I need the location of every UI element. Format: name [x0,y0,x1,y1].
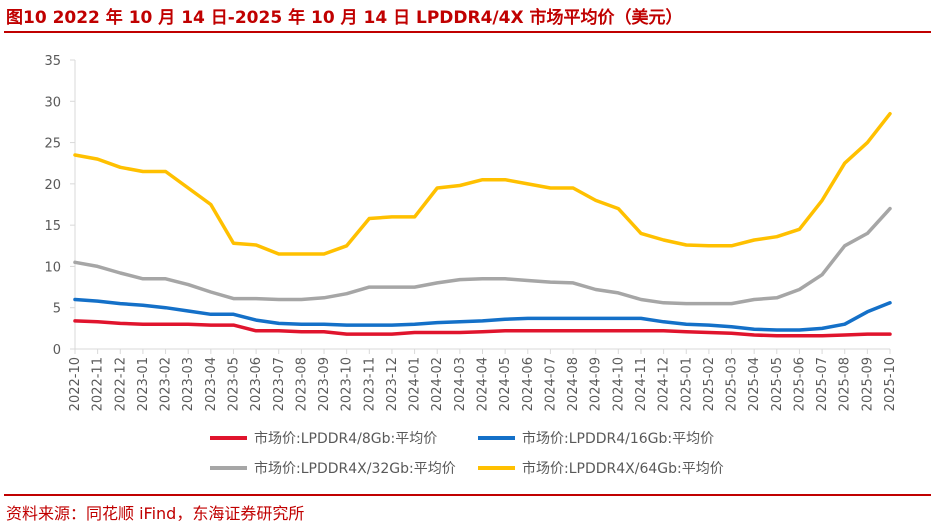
x-tick-label: 2022-11 [91,357,106,411]
legend-label-0: 市场价:LPDDR4/8Gb:平均价 [254,430,437,447]
x-tick-label: 2025-09 [860,357,875,411]
legend-label-3: 市场价:LPDDR4X/64Gb:平均价 [522,460,724,477]
x-tick-label: 2025-06 [792,357,807,411]
legend-label-2: 市场价:LPDDR4X/32Gb:平均价 [254,460,456,477]
x-tick-label: 2023-02 [159,357,174,411]
x-tick-label: 2024-12 [657,357,672,411]
x-tick-label: 2024-01 [408,357,423,411]
x-tick-label: 2024-02 [430,357,445,411]
y-tick-label: 10 [44,260,61,275]
x-tick-label: 2025-05 [770,357,785,411]
y-tick-label: 35 [44,54,61,69]
source-divider [4,494,931,496]
series-line-0 [73,319,892,338]
series-line-2 [73,206,892,306]
series-line-3 [73,111,892,256]
source-note: 资料来源：同花顺 iFind，东海证券研究所 [6,504,305,523]
x-tick-label: 2023-01 [136,357,151,411]
series-line-1 [73,297,892,332]
x-tick-label: 2023-10 [340,357,355,411]
x-tick-label: 2024-10 [611,357,626,411]
x-tick-label: 2023-04 [204,357,219,411]
y-tick-label: 20 [44,178,61,193]
x-tick-label: 2024-11 [634,357,649,411]
x-axis: 2022-10 2022-11 2022-12 2023-01 2023-02 2023-… [68,348,898,411]
line-chart: 0 5 10 15 20 25 30 35 2022-10 2022-11 2022-12 2023… [44,54,898,477]
x-tick-label: 2023-06 [249,357,264,411]
x-tick-label: 2025-01 [679,357,694,411]
x-tick-label: 2024-07 [543,357,558,411]
x-tick-label: 2024-08 [566,357,581,411]
x-tick-label: 2023-12 [385,357,400,411]
x-tick-label: 2025-08 [838,357,853,411]
y-tick-label: 30 [44,95,61,110]
x-tick-label: 2022-12 [113,357,128,411]
x-tick-label: 2023-09 [317,357,332,411]
y-tick-label: 15 [44,219,61,234]
x-tick-label: 2025-10 [883,357,898,411]
x-tick-label: 2025-07 [815,357,830,411]
x-tick-label: 2022-10 [68,357,83,411]
x-tick-label: 2024-03 [453,357,468,411]
y-tick-label: 5 [53,302,61,317]
x-tick-label: 2023-11 [362,357,377,411]
title-divider [4,31,931,33]
x-tick-label: 2023-03 [181,357,196,411]
y-axis: 0 5 10 15 20 25 30 35 [44,54,76,358]
y-tick-label: 0 [53,343,61,358]
x-tick-label: 2023-08 [294,357,309,411]
y-tick-label: 25 [44,137,61,152]
x-tick-label: 2024-05 [498,357,513,411]
legend: 市场价:LPDDR4/8Gb:平均价 市场价:LPDDR4/16Gb:平均价市场价… [210,430,724,477]
x-tick-label: 2023-05 [226,357,241,411]
x-tick-label: 2024-04 [476,357,491,411]
x-tick-label: 2024-09 [589,357,604,411]
series-lines [73,111,892,338]
x-tick-label: 2025-04 [747,357,762,411]
x-tick-label: 2024-06 [521,357,536,411]
x-tick-label: 2025-03 [725,357,740,411]
x-tick-label: 2025-02 [702,357,717,411]
x-tick-label: 2023-07 [272,357,287,411]
figure-title: 图10 2022 年 10 月 14 日-2025 年 10 月 14 日 LP… [6,8,683,28]
legend-label-1: 市场价:LPDDR4/16Gb:平均价 [522,430,714,447]
